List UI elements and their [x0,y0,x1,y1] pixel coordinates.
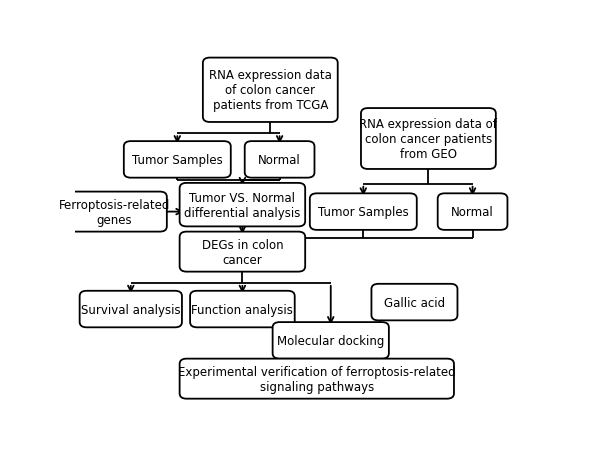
FancyBboxPatch shape [245,142,314,178]
Text: Tumor Samples: Tumor Samples [132,153,223,166]
Text: Experimental verification of ferroptosis-related
signaling pathways: Experimental verification of ferroptosis… [178,365,455,393]
Text: Molecular docking: Molecular docking [277,334,385,347]
Text: Tumor VS. Normal
differential analysis: Tumor VS. Normal differential analysis [184,191,301,219]
FancyBboxPatch shape [179,359,454,399]
Text: Gallic acid: Gallic acid [384,296,445,309]
Text: Normal: Normal [258,153,301,166]
FancyBboxPatch shape [371,284,457,321]
FancyBboxPatch shape [438,194,508,230]
Text: Function analysis: Function analysis [191,303,293,316]
Text: Tumor Samples: Tumor Samples [318,206,409,219]
FancyBboxPatch shape [203,59,338,123]
FancyBboxPatch shape [124,142,231,178]
Text: Survival analysis: Survival analysis [81,303,181,316]
Text: Ferroptosis-related
genes: Ferroptosis-related genes [59,198,170,226]
Text: RNA expression data of
colon cancer patients
from GEO: RNA expression data of colon cancer pati… [359,118,497,161]
FancyBboxPatch shape [190,291,295,327]
FancyBboxPatch shape [272,322,389,359]
Text: Normal: Normal [451,206,494,219]
Text: DEGs in colon
cancer: DEGs in colon cancer [202,238,283,266]
FancyBboxPatch shape [62,192,167,232]
FancyBboxPatch shape [310,194,417,230]
FancyBboxPatch shape [179,232,305,272]
FancyBboxPatch shape [80,291,182,327]
Text: RNA expression data
of colon cancer
patients from TCGA: RNA expression data of colon cancer pati… [209,69,332,112]
FancyBboxPatch shape [361,109,496,170]
FancyBboxPatch shape [179,184,305,227]
